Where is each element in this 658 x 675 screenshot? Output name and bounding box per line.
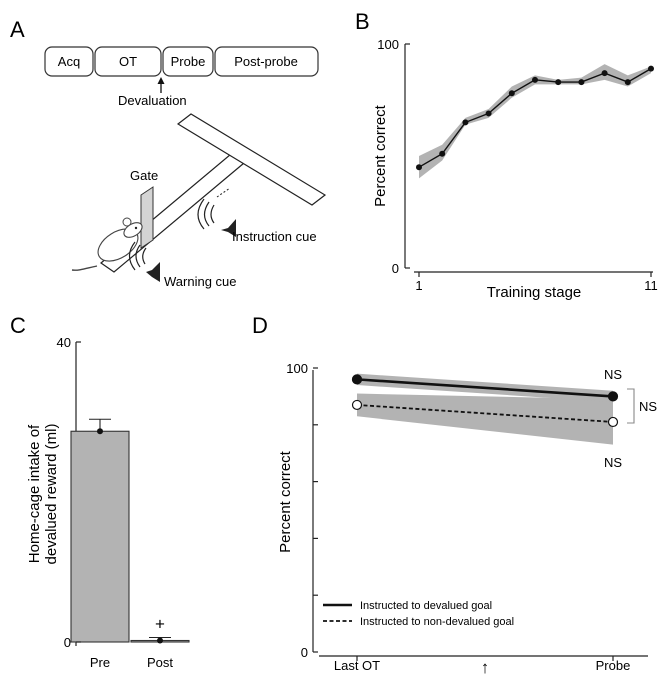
chart-d-x-tick-label: Probe [596,658,631,673]
devaluation-arrow [157,77,165,93]
chart-d-point [607,416,619,428]
chart-b-point [532,76,538,83]
rat-icon [71,217,143,271]
maze-crossbar [176,113,327,206]
chart-d-y-tick-label: 0 [301,645,308,660]
chart-b-y-tick-label: 0 [392,261,399,276]
chart-b-point [601,70,608,77]
chart-c-y-tick-label: 0 [64,635,71,650]
devaluation-label: Devaluation [118,93,187,108]
chart-c-x-tick-label: Pre [90,655,110,670]
chart-b-point [462,119,469,126]
warning-cue-speaker-icon [128,241,160,282]
chart-b-point [416,164,422,171]
chart-b-point [508,90,515,97]
stage-label-post-probe: Post-probe [234,54,298,69]
chart-d-y-axis-label: Percent correct [277,450,294,553]
chart-c-mean-point [97,428,103,435]
chart-d-devaluation-arrow-icon: ↑ [481,658,490,675]
chart-c-y-axis-label-line-1: Home-cage intake of [26,424,43,563]
chart-b-x-tick-label: 1 [415,278,422,293]
legend-label-non-devalued: Instructed to non-devalued goal [360,616,514,628]
chart-d-legend: Instructed to devalued goal Instructed t… [323,600,514,628]
panel-c-label: C [10,313,26,338]
chart-c-bar [70,430,130,643]
gate-label: Gate [130,168,158,183]
chart-d: 0 100 Last OT Probe Percent correct NS NS N… [277,361,657,675]
chart-b-point [624,79,631,86]
chart-c-significance-marker: + [155,615,165,634]
stage-box-ot [94,46,162,77]
chart-c: Pre Post +0 40 Home-cage intake of devalued… [26,335,190,670]
chart-d-point [351,399,363,411]
instruction-cue-label: Instruction cue [232,229,317,244]
legend-label-devalued: Instructed to devalued goal [360,600,492,612]
chart-b-x-tick-label: 11 [644,278,658,293]
maze-cue-line [216,187,231,198]
instruction-cue-speaker-icon [197,198,236,237]
chart-d-series-line [356,378,614,398]
stage-label-acq: Acq [58,54,80,69]
chart-b-point [578,79,585,86]
chart-d-error-band [357,393,613,445]
chart-c-mean-point [157,637,163,644]
chart-b-x-axis-label: Training stage [487,284,582,301]
chart-b-y-axis-label: Percent correct [372,104,389,207]
chart-b-point [555,79,562,86]
chart-d-ns-devalued: NS [604,367,622,382]
chart-d-point [351,374,363,385]
gate [140,186,154,249]
chart-d-ns-non-devalued: NS [604,455,622,470]
chart-d-ns-between: NS [639,399,657,414]
chart-d-ns-bracket [627,388,635,424]
chart-c-x-tick-label: Post [147,655,173,670]
chart-b-y-tick-label: 100 [377,37,399,52]
panel-b-label: B [355,9,370,34]
stage-label-probe: Probe [171,54,206,69]
stage-timeline: Acq OT Probe Post-probe [44,46,319,77]
chart-c-y-axis-label-line-2: devalued reward (ml) [43,424,60,565]
stage-box-probe [162,46,214,77]
chart-b-point [485,110,492,117]
panel-d-label: D [252,313,268,338]
chart-b-point [648,65,654,72]
stage-box-post-probe [214,46,319,77]
chart-d-point [607,391,619,402]
chart-c-y-tick-label: 40 [57,335,71,350]
panel-a-label: A [10,17,25,42]
chart-d-x-tick-label: Last OT [334,658,380,673]
t-maze [100,113,327,273]
chart-d-series-line [356,404,614,423]
stage-box-acq [44,46,94,77]
chart-d-y-tick-label: 100 [286,361,308,376]
stage-label-ot: OT [119,54,137,69]
chart-b-point [439,150,446,157]
warning-cue-label: Warning cue [164,274,237,289]
